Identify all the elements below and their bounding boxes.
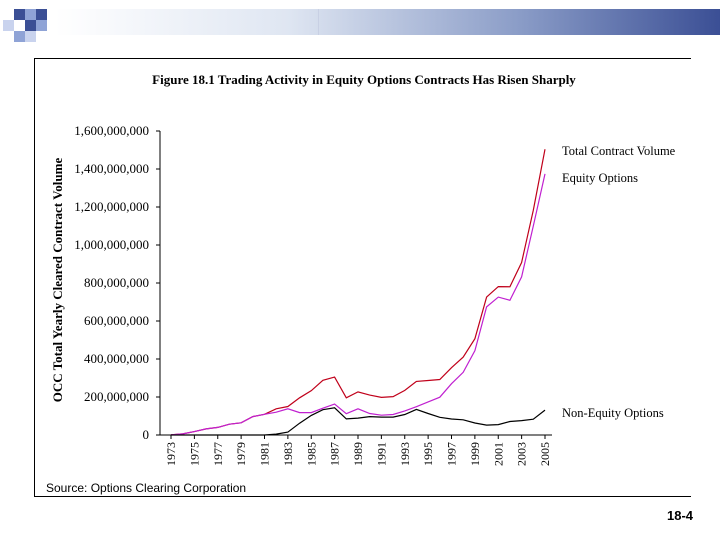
series-lines (170, 149, 546, 436)
x-tick-label: 1989 (351, 442, 365, 466)
x-tick-label: 1979 (234, 442, 248, 466)
decor-square (36, 20, 47, 31)
x-tick-label: 2003 (515, 442, 529, 466)
x-tick-label: 1995 (421, 442, 435, 466)
x-tick-label: 1977 (211, 442, 225, 466)
page-number: 18-4 (667, 508, 694, 523)
y-axis-ticks: 0 200,000,000 400,000,000 600,000,000 800,00… (74, 123, 160, 442)
decor-square (25, 20, 36, 31)
x-tick-label: 1999 (468, 442, 482, 466)
legend-label: Equity Options (562, 171, 638, 185)
legend: Total Contract Volume Equity Options Non-E… (562, 144, 676, 420)
y-tick-label: 400,000,000 (84, 351, 149, 366)
x-tick-label: 1975 (187, 442, 201, 466)
y-tick-label: 600,000,000 (84, 313, 149, 328)
x-tick-label: 1987 (328, 442, 342, 466)
series-line-non-equity-options (171, 407, 546, 436)
chart-title: Figure 18.1 Trading Activity in Equity O… (152, 72, 576, 87)
y-tick-label: 800,000,000 (84, 275, 149, 290)
legend-label: Total Contract Volume (562, 144, 676, 158)
x-tick-label: 2001 (491, 442, 505, 466)
decor-square (25, 31, 36, 42)
y-tick-label: 0 (143, 427, 150, 442)
decor-square (14, 31, 25, 42)
x-tick-label: 1973 (164, 442, 178, 466)
x-axis-ticks: 1973 1975 1977 1979 1981 1983 1985 1987 1989 1991… (164, 435, 552, 466)
legend-label: Non-Equity Options (562, 406, 664, 420)
y-tick-label: 1,200,000,000 (74, 199, 149, 214)
y-tick-label: 1,400,000,000 (74, 161, 149, 176)
y-tick-label: 1,600,000,000 (74, 123, 149, 138)
y-tick-label: 200,000,000 (84, 389, 149, 404)
x-tick-label: 1985 (304, 442, 318, 466)
series-line-total-contract-volume (170, 149, 546, 436)
y-tick-label: 1,000,000,000 (74, 237, 149, 252)
header-gradient-bar (55, 9, 720, 35)
decor-square (14, 9, 25, 20)
y-axis-label: OCC Total Yearly Cleared Contract Volume (50, 158, 65, 403)
x-tick-label: 1997 (445, 442, 459, 466)
x-tick-label: 2005 (538, 442, 552, 466)
x-tick-label: 1993 (398, 442, 412, 466)
series-line-equity-options (170, 173, 546, 436)
header-divider (318, 9, 319, 35)
x-tick-label: 1991 (374, 442, 388, 466)
decor-square (3, 20, 14, 31)
x-tick-label: 1981 (258, 442, 272, 466)
figure-frame (34, 58, 691, 497)
decor-square (25, 9, 36, 20)
source-note: Source: Options Clearing Corporation (46, 481, 247, 495)
decor-square (36, 9, 47, 20)
x-tick-label: 1983 (281, 442, 295, 466)
